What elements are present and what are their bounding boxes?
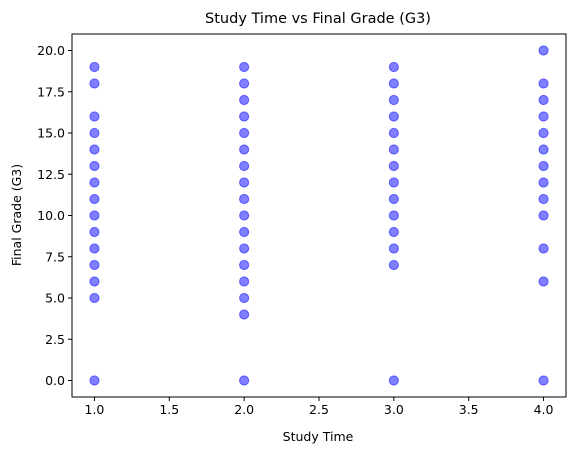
x-tick-label: 1.5 — [159, 402, 179, 417]
data-point — [239, 193, 250, 205]
data-point — [89, 160, 100, 172]
data-point — [89, 226, 100, 238]
data-point — [388, 78, 399, 89]
data-point — [239, 78, 250, 89]
data-point — [538, 94, 549, 106]
y-tick-label: 15.0 — [37, 126, 65, 141]
data-point — [538, 276, 549, 287]
y-tick-label: 12.5 — [37, 167, 65, 182]
data-point — [538, 375, 549, 386]
data-point — [239, 309, 250, 320]
data-point — [538, 78, 549, 89]
data-point — [239, 61, 250, 73]
y-tick-label: 0.0 — [45, 373, 65, 388]
axes-frame — [71, 33, 567, 398]
data-point — [538, 144, 549, 155]
data-point — [89, 127, 100, 139]
data-point — [538, 243, 549, 254]
y-tick-label: 10.0 — [37, 208, 65, 223]
x-tick-label: 1.0 — [85, 402, 105, 417]
data-point — [239, 210, 250, 221]
x-axis-label: Study Time — [283, 429, 354, 444]
data-point — [388, 94, 399, 106]
data-point — [538, 193, 549, 205]
data-point — [388, 111, 399, 122]
y-tick-label: 5.0 — [45, 291, 65, 306]
axis-ticks: 1.0 1.5 2.0 2.5 3.0 3.5 4.0 0.0 2.5 5.0 7.5 10.0 12.… — [37, 43, 553, 417]
data-point — [388, 243, 399, 254]
data-point — [239, 144, 250, 155]
data-points — [89, 45, 549, 386]
data-point — [239, 375, 250, 386]
data-point — [538, 127, 549, 139]
y-axis-label: Final Grade (G3) — [9, 164, 24, 266]
data-point — [388, 226, 399, 238]
data-point — [388, 177, 399, 188]
data-point — [388, 144, 399, 155]
data-point — [89, 111, 100, 122]
data-point — [538, 210, 549, 221]
data-point — [239, 111, 250, 122]
data-point — [388, 61, 399, 73]
data-point — [239, 292, 250, 304]
data-point — [239, 127, 250, 139]
chart-title: Study Time vs Final Grade (G3) — [205, 11, 431, 27]
data-point — [239, 259, 250, 271]
data-point — [89, 144, 100, 155]
y-tick-label: 2.5 — [45, 332, 65, 347]
data-point — [89, 375, 100, 386]
data-point — [388, 193, 399, 205]
x-tick-label: 2.0 — [234, 402, 254, 417]
data-point — [89, 61, 100, 73]
data-point — [89, 210, 100, 221]
y-tick-label: 17.5 — [37, 84, 65, 99]
data-point — [239, 160, 250, 172]
data-point — [89, 276, 100, 287]
data-point — [538, 111, 549, 122]
data-point — [89, 243, 100, 254]
x-tick-label: 2.5 — [309, 402, 329, 417]
data-point — [538, 45, 549, 56]
x-tick-label: 3.0 — [384, 402, 404, 417]
x-tick-label: 4.0 — [534, 402, 554, 417]
data-point — [89, 177, 100, 188]
data-point — [388, 259, 399, 271]
data-point — [239, 276, 250, 287]
data-point — [388, 375, 399, 386]
data-point — [89, 259, 100, 271]
y-tick-label: 20.0 — [37, 43, 65, 58]
x-tick-label: 3.5 — [459, 402, 479, 417]
data-point — [239, 177, 250, 188]
data-point — [538, 160, 549, 172]
data-point — [89, 78, 100, 89]
data-point — [239, 243, 250, 254]
data-point — [388, 127, 399, 139]
data-point — [388, 160, 399, 172]
data-point — [89, 193, 100, 205]
y-tick-label: 7.5 — [45, 249, 65, 264]
data-point — [89, 292, 100, 304]
data-point — [239, 226, 250, 238]
data-point — [239, 94, 250, 106]
data-point — [538, 177, 549, 188]
data-point — [388, 210, 399, 221]
